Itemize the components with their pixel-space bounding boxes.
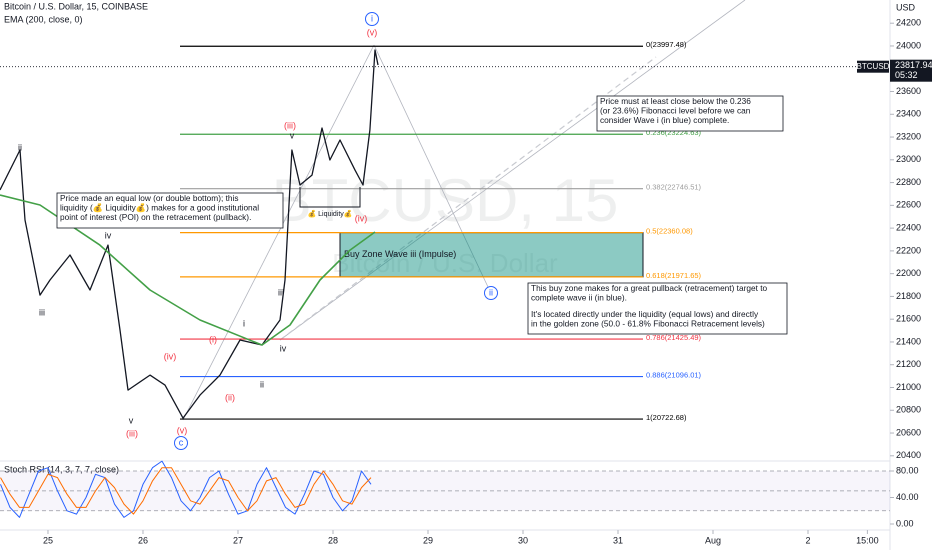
callout-box (596, 95, 784, 132)
callout-text: consider Wave i (in blue) complete. (600, 115, 729, 125)
wave-label: (v) (367, 27, 378, 37)
wave-label: (i) (209, 334, 217, 344)
price-tag-countdown: 05:32 (895, 70, 918, 80)
x-tick-label: 29 (423, 535, 433, 545)
wave-label: ii (260, 379, 264, 389)
buy-zone-label: Buy Zone Wave iii (Impulse) (344, 249, 456, 259)
wave-label: v (129, 415, 134, 425)
wave-label: ii (489, 287, 493, 297)
y-tick-label: 22000 (896, 268, 921, 278)
wave-label: (iv) (164, 351, 177, 361)
wave-label: (iii) (284, 120, 296, 130)
watermark-symbol: BTCUSD, 15 (272, 167, 619, 234)
wave-circle (365, 12, 379, 26)
callout-text: Price must at least close below the 0.23… (600, 96, 751, 106)
wave-label: (iv) (355, 213, 368, 223)
wave-label: v (290, 130, 295, 140)
liquidity-bracket (299, 187, 361, 208)
price-tag-value: 23817.94 (895, 60, 932, 70)
chart-title: Bitcoin / U.S. Dollar, 15, COINBASE (4, 1, 148, 11)
y-tick-label: 0.00 (896, 518, 914, 528)
x-tick-label: 15:00 (856, 535, 879, 545)
wave-label: (iii) (126, 428, 138, 438)
y-tick-label: 23200 (896, 131, 921, 141)
y-tick-label: 22800 (896, 177, 921, 187)
y-tick-label: 22200 (896, 245, 921, 255)
y-tick-label: 80.00 (896, 465, 919, 475)
callout-text: Price made an equal low (or double botto… (60, 193, 238, 203)
callout-box (56, 192, 284, 229)
y-tick-label: 22600 (896, 200, 921, 210)
wave-label: i (371, 13, 373, 23)
fib-label: 1(20722.68) (646, 413, 687, 422)
y-tick-label: 24000 (896, 40, 921, 50)
y-tick-label: 40.00 (896, 492, 919, 502)
wave-label: iv (280, 343, 287, 353)
liquidity-label: 💰 Liquidity💰 (307, 209, 352, 218)
x-tick-label: 31 (613, 535, 623, 545)
callout-box (527, 282, 788, 335)
x-tick-label: 27 (233, 535, 243, 545)
y-tick-label: 23600 (896, 86, 921, 96)
wave-label: i (243, 318, 245, 328)
wave-circle (484, 286, 498, 300)
y-tick-label: 20600 (896, 427, 921, 437)
y-tick-label: 21000 (896, 382, 921, 392)
fib-label: 0.236(23224.63) (646, 128, 702, 137)
stoch-line (0, 460, 372, 518)
wave-label: (v) (177, 425, 188, 435)
indicator-label: EMA (200, close, 0) (4, 14, 83, 24)
wave-label: iii (278, 287, 284, 297)
fib-label: 0.786(21425.49) (646, 333, 702, 342)
x-tick-label: 28 (328, 535, 338, 545)
x-tick-label: 30 (518, 535, 528, 545)
wave-label: ii (18, 142, 22, 152)
callout-text: in the golden zone (50.0 - 61.8% Fibonac… (531, 319, 765, 329)
currency-label: USD (896, 2, 916, 12)
callout-text: (or 23.6%) Fibonacci level before we can (600, 106, 751, 116)
fib-label: 0.618(21971.65) (646, 271, 702, 280)
x-tick-label: 2 (806, 535, 811, 545)
symbol-tag (857, 60, 889, 73)
stoch-title: Stoch RSI (14, 3, 7, 7, close) (4, 464, 119, 474)
symbol-tag-label: BTCUSD (857, 62, 890, 71)
y-tick-label: 20400 (896, 450, 921, 460)
callout-text: This buy zone makes for a great pullback… (531, 283, 767, 293)
x-tick-label: Aug (705, 535, 721, 545)
dashed-trend-line (279, 56, 657, 341)
fib-label: 0(23997.48) (646, 40, 687, 49)
callout-text: liquidity (💰 Liquidity💰) makes for a goo… (60, 203, 259, 214)
fib-label: 0.886(21096.01) (646, 371, 702, 380)
y-tick-label: 21600 (896, 314, 921, 324)
price-tag (890, 59, 932, 82)
wave-label: iv (105, 230, 112, 240)
wave-label: c (179, 437, 184, 447)
y-tick-label: 22400 (896, 222, 921, 232)
fib-label: 0.5(22360.08) (646, 227, 693, 236)
stoch-line (0, 467, 372, 515)
buy-zone (339, 232, 644, 278)
x-tick-label: 25 (43, 535, 53, 545)
trend-line (279, 0, 746, 341)
wave-label: iii (39, 307, 45, 317)
callout-text: complete wave ii (in blue). (531, 293, 627, 303)
y-tick-label: 21400 (896, 336, 921, 346)
callout-text: point of interest (POI) on the retraceme… (60, 212, 251, 222)
callout-text: It's located directly under the liquidit… (531, 309, 759, 319)
x-tick-label: 26 (138, 535, 148, 545)
y-tick-label: 20800 (896, 405, 921, 415)
y-tick-label: 24200 (896, 18, 921, 28)
y-tick-label: 21800 (896, 291, 921, 301)
fib-label: 0.382(22746.51) (646, 183, 702, 192)
y-tick-label: 23000 (896, 154, 921, 164)
wave-circle (174, 436, 188, 450)
price-line (0, 49, 379, 419)
wave-label: (ii) (225, 392, 235, 402)
y-tick-label: 23400 (896, 109, 921, 119)
y-tick-label: 21200 (896, 359, 921, 369)
projection-line (373, 44, 489, 288)
